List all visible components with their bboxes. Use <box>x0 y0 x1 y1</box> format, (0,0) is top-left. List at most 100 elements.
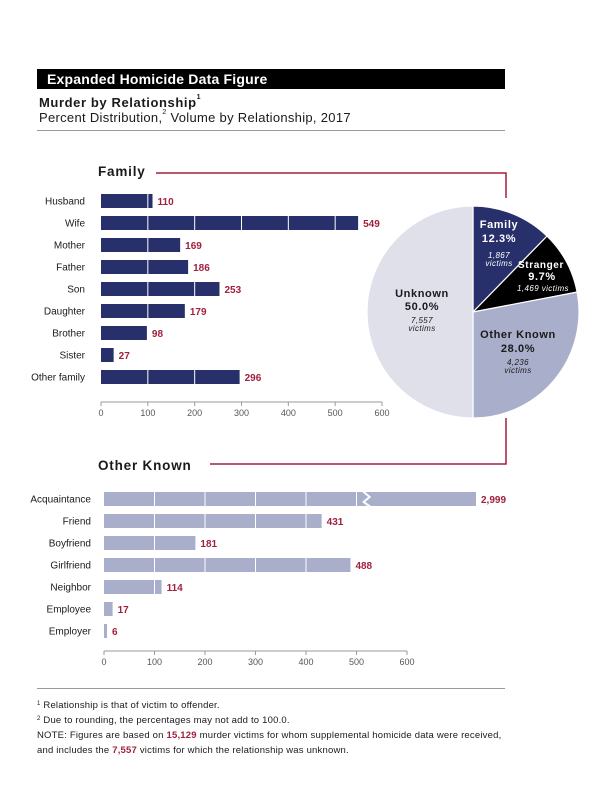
top-divider <box>37 130 505 131</box>
family-tick-label: 300 <box>234 408 249 418</box>
footnotes: 1 Relationship is that of victim to offe… <box>37 698 501 758</box>
family-tick-label: 600 <box>374 408 389 418</box>
pie-label-unknown-percent: 50.0% <box>405 301 439 313</box>
subtitle-part-a: Percent Distribution, <box>39 110 163 125</box>
other-known-category-friend: Friend <box>63 517 91 528</box>
other-known-tick-label: 600 <box>399 657 414 667</box>
other-known-tick-label: 200 <box>197 657 212 667</box>
other-known-value-label-girlfriend: 488 <box>355 561 372 572</box>
footnote-2-mark: 2 <box>37 716 41 722</box>
other-known-category-boyfriend: Boyfriend <box>49 539 91 550</box>
family-bar-father <box>101 260 189 274</box>
pie-slice-unknown <box>366 205 474 419</box>
family-tick-label: 200 <box>187 408 202 418</box>
pie-label-family-name: Family <box>480 219 519 231</box>
other-known-section-title: Other Known <box>98 458 192 473</box>
family-category-son: Son <box>67 285 85 296</box>
note-line-2: and includes the 7,557 victims for which… <box>37 743 501 758</box>
pie-label-family-unit: victims <box>485 259 512 268</box>
other-known-bar-neighbor <box>104 580 162 594</box>
other-known-bar-employer <box>104 624 108 638</box>
family-value-label-other-family: 296 <box>245 373 262 384</box>
subtitle-part-b: Volume by Relationship, 2017 <box>166 110 351 125</box>
family-connector-line <box>156 172 507 198</box>
family-category-father: Father <box>56 263 86 274</box>
family-bar-son <box>101 282 220 296</box>
pie-label-stranger-percent: 9.7% <box>528 271 555 283</box>
family-value-label-brother: 98 <box>152 329 164 340</box>
family-bar-brother <box>101 326 147 340</box>
pie-label-family-percent: 12.3% <box>482 233 516 245</box>
pie-label-family-count: 1,867 <box>488 251 510 260</box>
other-known-value-label-employer: 6 <box>112 627 118 638</box>
note-2-a: and includes the <box>37 745 113 756</box>
figure-subtitle: Percent Distribution,2 Volume by Relatio… <box>39 109 351 125</box>
other-known-bar-girlfriend <box>104 558 351 572</box>
other-known-tick-label: 300 <box>248 657 263 667</box>
family-value-label-daughter: 179 <box>190 307 207 318</box>
family-bar-husband <box>101 194 153 208</box>
other-known-tick-label: 400 <box>298 657 313 667</box>
figure-title: Murder by Relationship1 <box>39 94 201 110</box>
other-known-bar-acquaintance <box>104 492 476 506</box>
other-known-tick-label: 500 <box>349 657 364 667</box>
other-known-value-label-friend: 431 <box>327 517 344 528</box>
note-1-c: murder victims for whom supplemental hom… <box>196 730 502 741</box>
pie-label-other-known-name: Other Known <box>480 329 556 341</box>
note-2-c: victims for which the relationship was u… <box>137 745 349 756</box>
other-known-category-employee: Employee <box>47 605 92 616</box>
family-bar-sister <box>101 348 114 362</box>
family-category-sister: Sister <box>59 351 85 362</box>
family-value-label-mother: 169 <box>185 241 202 252</box>
footnote-2: 2 Due to rounding, the percentages may n… <box>37 713 501 728</box>
note-unknown-victims: 7,557 <box>112 745 138 756</box>
bottom-divider <box>37 688 505 689</box>
pie-label-unknown-count: 7,557 <box>411 316 433 325</box>
family-category-husband: Husband <box>45 197 85 208</box>
family-value-label-sister: 27 <box>119 351 131 362</box>
other-known-connector-line <box>210 418 507 465</box>
pie-slice-family <box>472 205 548 314</box>
family-tick-label: 100 <box>140 408 155 418</box>
banner-text: Expanded Homicide Data Figure <box>47 71 268 87</box>
other-known-category-neighbor: Neighbor <box>50 583 91 594</box>
other-known-category-employer: Employer <box>49 627 92 638</box>
other-known-bar-boyfriend <box>104 536 196 550</box>
other-known-category-girlfriend: Girlfriend <box>50 561 91 572</box>
other-known-category-acquaintance: Acquaintance <box>30 495 91 506</box>
pie-label-stranger-count: 1,469 victims <box>517 284 569 293</box>
pie-label-other-known-count: 4,236 <box>507 358 529 367</box>
pie-slice-other-known <box>472 291 580 419</box>
family-category-mother: Mother <box>54 241 86 252</box>
family-tick-label: 500 <box>328 408 343 418</box>
family-category-brother: Brother <box>52 329 85 340</box>
figure-title-text: Murder by Relationship <box>39 95 197 110</box>
other-known-bar-friend <box>104 514 322 528</box>
other-known-tick-label: 0 <box>101 657 106 667</box>
other-known-value-label-acquaintance: 2,999 <box>481 495 506 506</box>
family-value-label-father: 186 <box>193 263 210 274</box>
pie-label-stranger-name: Stranger <box>518 260 564 271</box>
pie-label-unknown-unit: victims <box>408 324 435 333</box>
family-tick-label: 0 <box>98 408 103 418</box>
family-bar-wife <box>101 216 359 230</box>
note-line-1: NOTE: Figures are based on 15,129 murder… <box>37 728 501 743</box>
other-known-axis-break-mark <box>361 490 372 508</box>
family-category-wife: Wife <box>65 219 85 230</box>
family-category-other-family: Other family <box>31 373 85 384</box>
family-bar-other-family <box>101 370 240 384</box>
family-bar-mother <box>101 238 181 252</box>
family-value-label-son: 253 <box>224 285 241 296</box>
figure-banner: Expanded Homicide Data Figure <box>37 69 505 89</box>
footnote-1-text: Relationship is that of victim to offend… <box>40 700 220 711</box>
note-total-victims: 15,129 <box>166 730 197 741</box>
footnote-1-mark: 1 <box>37 701 41 707</box>
family-tick-label: 400 <box>281 408 296 418</box>
pie-label-unknown-name: Unknown <box>395 288 449 300</box>
family-value-label-husband: 110 <box>158 197 175 208</box>
other-known-value-label-neighbor: 114 <box>167 583 184 594</box>
note-1-a: NOTE: Figures are based on <box>37 730 167 741</box>
other-known-bar-employee <box>104 602 113 616</box>
footnote-1: 1 Relationship is that of victim to offe… <box>37 698 501 713</box>
